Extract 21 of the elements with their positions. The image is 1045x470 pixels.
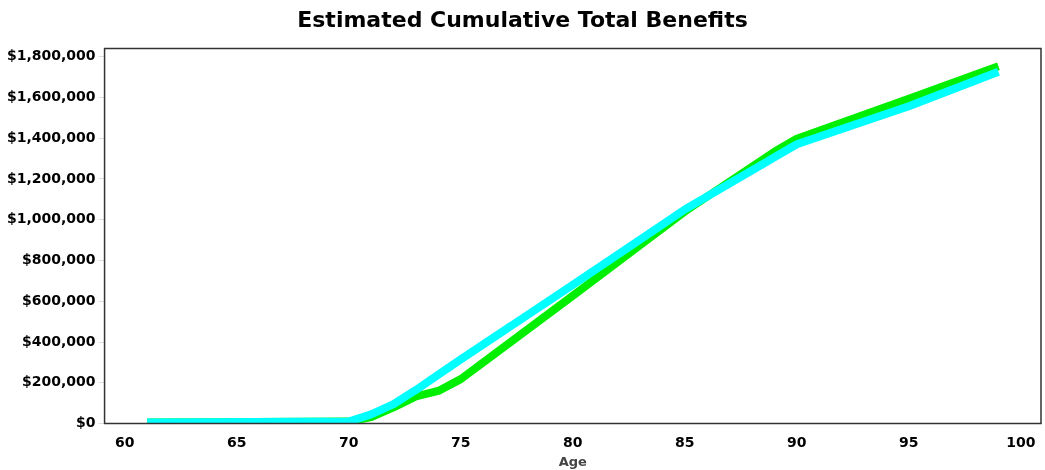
y-tick-label: $1,600,000 bbox=[6, 87, 96, 104]
x-axis-title: Age bbox=[558, 453, 588, 469]
y-tick-label: $1,000,000 bbox=[6, 210, 96, 227]
x-tick-label: 95 bbox=[899, 433, 919, 450]
x-tick-label: 60 bbox=[114, 433, 135, 450]
chart-title: Estimated Cumulative Total Benefits bbox=[297, 6, 748, 32]
y-tick-label: $1,800,000 bbox=[6, 47, 96, 64]
y-tick-label: $0 bbox=[76, 414, 96, 431]
x-tick-label: 85 bbox=[675, 433, 695, 450]
x-tick-label: 70 bbox=[339, 433, 359, 450]
y-tick-label: $1,200,000 bbox=[6, 169, 96, 186]
x-tick-label: 65 bbox=[227, 433, 247, 450]
y-tick-label: $1,400,000 bbox=[6, 128, 96, 145]
y-tick-label: $200,000 bbox=[22, 373, 96, 390]
x-tick-label: 90 bbox=[787, 433, 807, 450]
x-tick-label: 75 bbox=[451, 433, 471, 450]
y-tick-label: $600,000 bbox=[22, 291, 96, 308]
x-tick-label: 80 bbox=[563, 433, 583, 450]
y-tick-label: $800,000 bbox=[22, 251, 96, 268]
x-tick-label: 100 bbox=[1006, 433, 1036, 450]
y-tick-label: $400,000 bbox=[22, 332, 96, 349]
